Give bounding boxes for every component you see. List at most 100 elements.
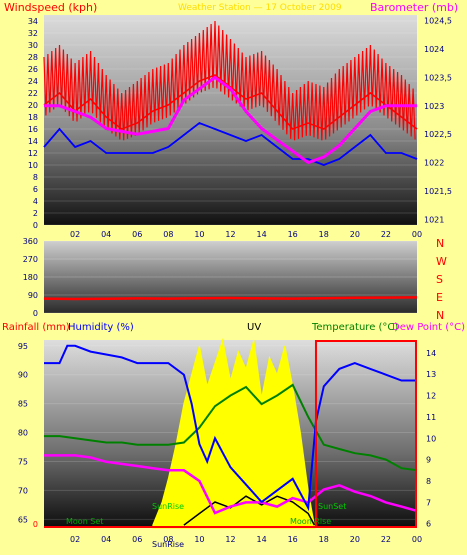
hour-tick-label: 00 — [412, 535, 422, 544]
direction-tick-label: 180 — [23, 273, 38, 282]
windspeed-tick-label: 20 — [28, 101, 38, 110]
hour-tick-label: 04 — [101, 230, 111, 239]
temperature-axis-label: Temperature (°C) — [311, 322, 398, 333]
temperature-tick-label: 8 — [426, 477, 431, 486]
humidity-tick-label: 75 — [18, 457, 28, 466]
temperature-tick-label: 12 — [426, 392, 436, 401]
windspeed-tick-label: 4 — [33, 197, 38, 206]
humidity-tick-label: 80 — [18, 429, 28, 438]
windspeed-tick-label: 2 — [33, 209, 38, 218]
windspeed-tick-label: 26 — [28, 65, 38, 74]
barometer-tick-labels: 1021 1021,5 1022 1022,5 1023 1023,5 1024 1024,5 — [424, 17, 452, 225]
hour-tick-label: 18 — [319, 535, 329, 544]
rainfall-axis-label: Rainfall (mm) — [2, 322, 70, 333]
barometer-tick-label: 1024 — [424, 45, 444, 54]
direction-tick-label: 270 — [23, 255, 38, 264]
hour-tick-label: 12 — [225, 230, 235, 239]
dewpoint-axis-label: Dew Point (°C) — [392, 322, 465, 333]
compass-label: E — [436, 291, 443, 304]
compass-label: N — [436, 309, 444, 322]
direction-panel-background — [44, 241, 417, 313]
hour-tick-label: 12 — [225, 535, 235, 544]
dewpoint-line — [44, 454, 418, 515]
bottom-sunrise-label: SunRise — [152, 540, 184, 549]
windspeed-tick-label: 16 — [28, 125, 38, 134]
humidity-line — [44, 344, 417, 512]
hour-tick-label: 10 — [194, 230, 204, 239]
barometer-axis-label: Barometer (mb) — [370, 1, 458, 14]
temperature-tick-label: 13 — [426, 370, 436, 379]
direction-panel-series — [43, 296, 418, 301]
temperature-line — [44, 383, 418, 472]
windspeed-axis-label: Windspeed (kph) — [4, 1, 97, 14]
compass-label: S — [436, 273, 443, 286]
hour-tick-label: 16 — [288, 230, 298, 239]
hour-tick-label: 16 — [288, 535, 298, 544]
windspeed-tick-label: 12 — [28, 149, 38, 158]
moon-rise-label: Moon Rise — [290, 517, 331, 526]
direction-panel-grid — [44, 240, 417, 314]
windspeed-tick-label: 0 — [33, 221, 38, 230]
windspeed-tick-label: 8 — [33, 173, 38, 182]
direction-tick-label: 90 — [28, 291, 38, 300]
windspeed-tick-label: 6 — [33, 185, 38, 194]
moon-set-label: Moon Set — [66, 517, 103, 526]
hour-tick-label: 00 — [412, 230, 422, 239]
uv-axis-label: UV — [247, 322, 261, 333]
windspeed-tick-label: 22 — [28, 89, 38, 98]
sunrise-label: SunRise — [152, 502, 184, 511]
hour-tick-label: 08 — [163, 230, 173, 239]
temperature-tick-label: 6 — [426, 520, 431, 529]
windspeed-tick-label: 28 — [28, 53, 38, 62]
temperature-tick-label: 7 — [426, 498, 431, 507]
windspeed-tick-label: 30 — [28, 41, 38, 50]
hour-tick-label: 14 — [256, 230, 266, 239]
humidity-tick-label: 85 — [18, 400, 28, 409]
humidity-panel-hour-labels: 02 04 06 08 10 12 14 16 18 20 22 00 — [70, 535, 422, 544]
barometer-tick-label: 1023,5 — [424, 73, 452, 82]
windspeed-tick-label: 24 — [28, 77, 38, 86]
wind-low-line — [43, 121, 418, 166]
barometer-tick-label: 1024,5 — [424, 17, 452, 26]
compass-label: N — [436, 237, 444, 250]
barometer-line — [44, 75, 417, 165]
direction-tick-label: 0 — [33, 309, 38, 318]
sunset-label: SunSet — [318, 502, 346, 511]
hour-tick-label: 14 — [256, 535, 266, 544]
solar-line — [183, 495, 316, 526]
highlight-box — [314, 340, 417, 528]
hour-tick-label: 08 — [163, 535, 173, 544]
humidity-axis-label: Humidity (%) — [68, 322, 134, 333]
direction-tick-label: 360 — [23, 237, 38, 246]
humidity-tick-label: 65 — [18, 515, 28, 524]
barometer-tick-label: 1021 — [424, 215, 444, 224]
hour-tick-label: 06 — [132, 230, 142, 239]
wind-panel-hour-labels: 02 04 06 08 10 12 14 16 18 20 22 00 — [70, 230, 422, 239]
wind-panel-series — [43, 20, 418, 166]
hour-tick-label: 02 — [70, 230, 80, 239]
barometer-tick-label: 1023 — [424, 102, 444, 111]
temperature-tick-label: 9 — [426, 456, 431, 465]
hour-tick-label: 20 — [350, 535, 360, 544]
hour-tick-label: 10 — [194, 535, 204, 544]
humidity-temp-panel: 65 70 75 80 85 90 95 0 6 7 8 9 10 11 12 13 14 02 04 06 08 1… — [18, 338, 436, 549]
wind-direction-line — [43, 296, 418, 301]
windspeed-tick-label: 32 — [28, 29, 38, 38]
windspeed-tick-label: 14 — [28, 137, 38, 146]
hour-tick-label: 22 — [381, 535, 391, 544]
temperature-tick-label: 14 — [426, 349, 436, 358]
temperature-tick-label: 10 — [426, 434, 436, 443]
hour-tick-label: 22 — [381, 230, 391, 239]
humidity-tick-labels: 65 70 75 80 85 90 95 0 — [18, 342, 38, 529]
gust-line — [43, 20, 416, 141]
barometer-tick-label: 1022 — [424, 159, 444, 168]
humidity-tick-label: 70 — [18, 486, 28, 495]
hour-tick-label: 18 — [319, 230, 329, 239]
direction-tick-labels: 0 90 180 270 360 — [23, 237, 38, 318]
humidity-tick-label: 95 — [18, 342, 28, 351]
windspeed-tick-label: 18 — [28, 113, 38, 122]
